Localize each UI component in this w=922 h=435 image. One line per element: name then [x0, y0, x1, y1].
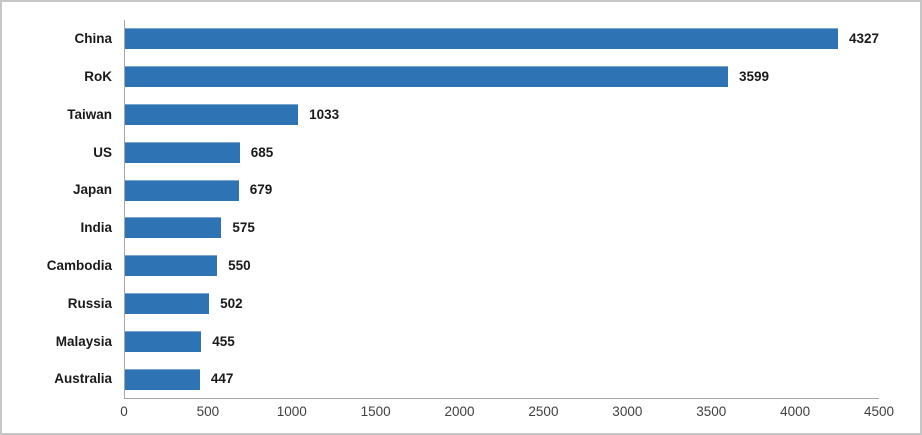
value-label: 4327 [848, 31, 879, 47]
value-label: 575 [232, 220, 255, 236]
x-tick-label: 1000 [276, 404, 307, 419]
x-tick-label: 1500 [360, 404, 391, 419]
bar [125, 141, 240, 163]
category-label: US [93, 144, 112, 160]
bar-row: Cambodia 550 [47, 255, 879, 277]
bar-row: China 4327 [74, 28, 879, 50]
bar-row: India 575 [80, 217, 879, 239]
x-tick-label: 500 [196, 404, 220, 419]
value-label: 679 [249, 182, 273, 198]
value-label: 1033 [309, 106, 340, 122]
bar [125, 292, 210, 314]
bar-row: Malaysia 455 [56, 330, 879, 352]
category-label: Taiwan [67, 106, 112, 122]
x-tick-label: 4000 [780, 404, 811, 419]
bar [125, 103, 299, 125]
bar [125, 255, 218, 277]
value-label: 447 [210, 371, 234, 387]
bar [125, 368, 200, 390]
x-tick-label: 3000 [612, 404, 643, 419]
category-label: Australia [54, 371, 112, 387]
bar-row: US 685 [93, 141, 879, 163]
x-axis: 0 500 1000 1500 2000 2500 3000 3500 4000 4500 [120, 404, 894, 425]
bar-row: Australia 447 [54, 368, 879, 390]
value-label: 3599 [739, 68, 770, 84]
x-tick-label: 0 [120, 404, 128, 419]
bar [125, 217, 222, 239]
category-label: RoK [84, 68, 112, 84]
value-label: 550 [228, 257, 251, 273]
x-tick-label: 2500 [528, 404, 559, 419]
value-label: 685 [250, 144, 274, 160]
bar [125, 179, 239, 201]
bar [125, 330, 202, 352]
bar [125, 28, 838, 50]
x-tick-label: 2000 [444, 404, 475, 419]
bar-row: Russia 502 [68, 292, 879, 314]
x-tick-label: 4500 [863, 404, 895, 419]
value-label: 502 [220, 295, 243, 311]
bar-row: RoK 3599 [84, 66, 879, 88]
category-label: Russia [67, 295, 112, 311]
category-label: India [80, 220, 112, 236]
bar-row: Taiwan 1033 [67, 103, 879, 125]
category-label: Japan [72, 182, 112, 198]
value-label: 455 [212, 333, 235, 349]
category-label: China [74, 31, 112, 47]
bar [125, 66, 729, 88]
category-label: Malaysia [55, 333, 112, 349]
category-label: Cambodia [46, 257, 112, 273]
x-tick-label: 3500 [696, 404, 727, 419]
bar-row: Japan 679 [73, 179, 879, 201]
plot-area: China 4327 RoK 3599 Taiwan 1033 US 685 Japan 679 I… [47, 20, 879, 399]
